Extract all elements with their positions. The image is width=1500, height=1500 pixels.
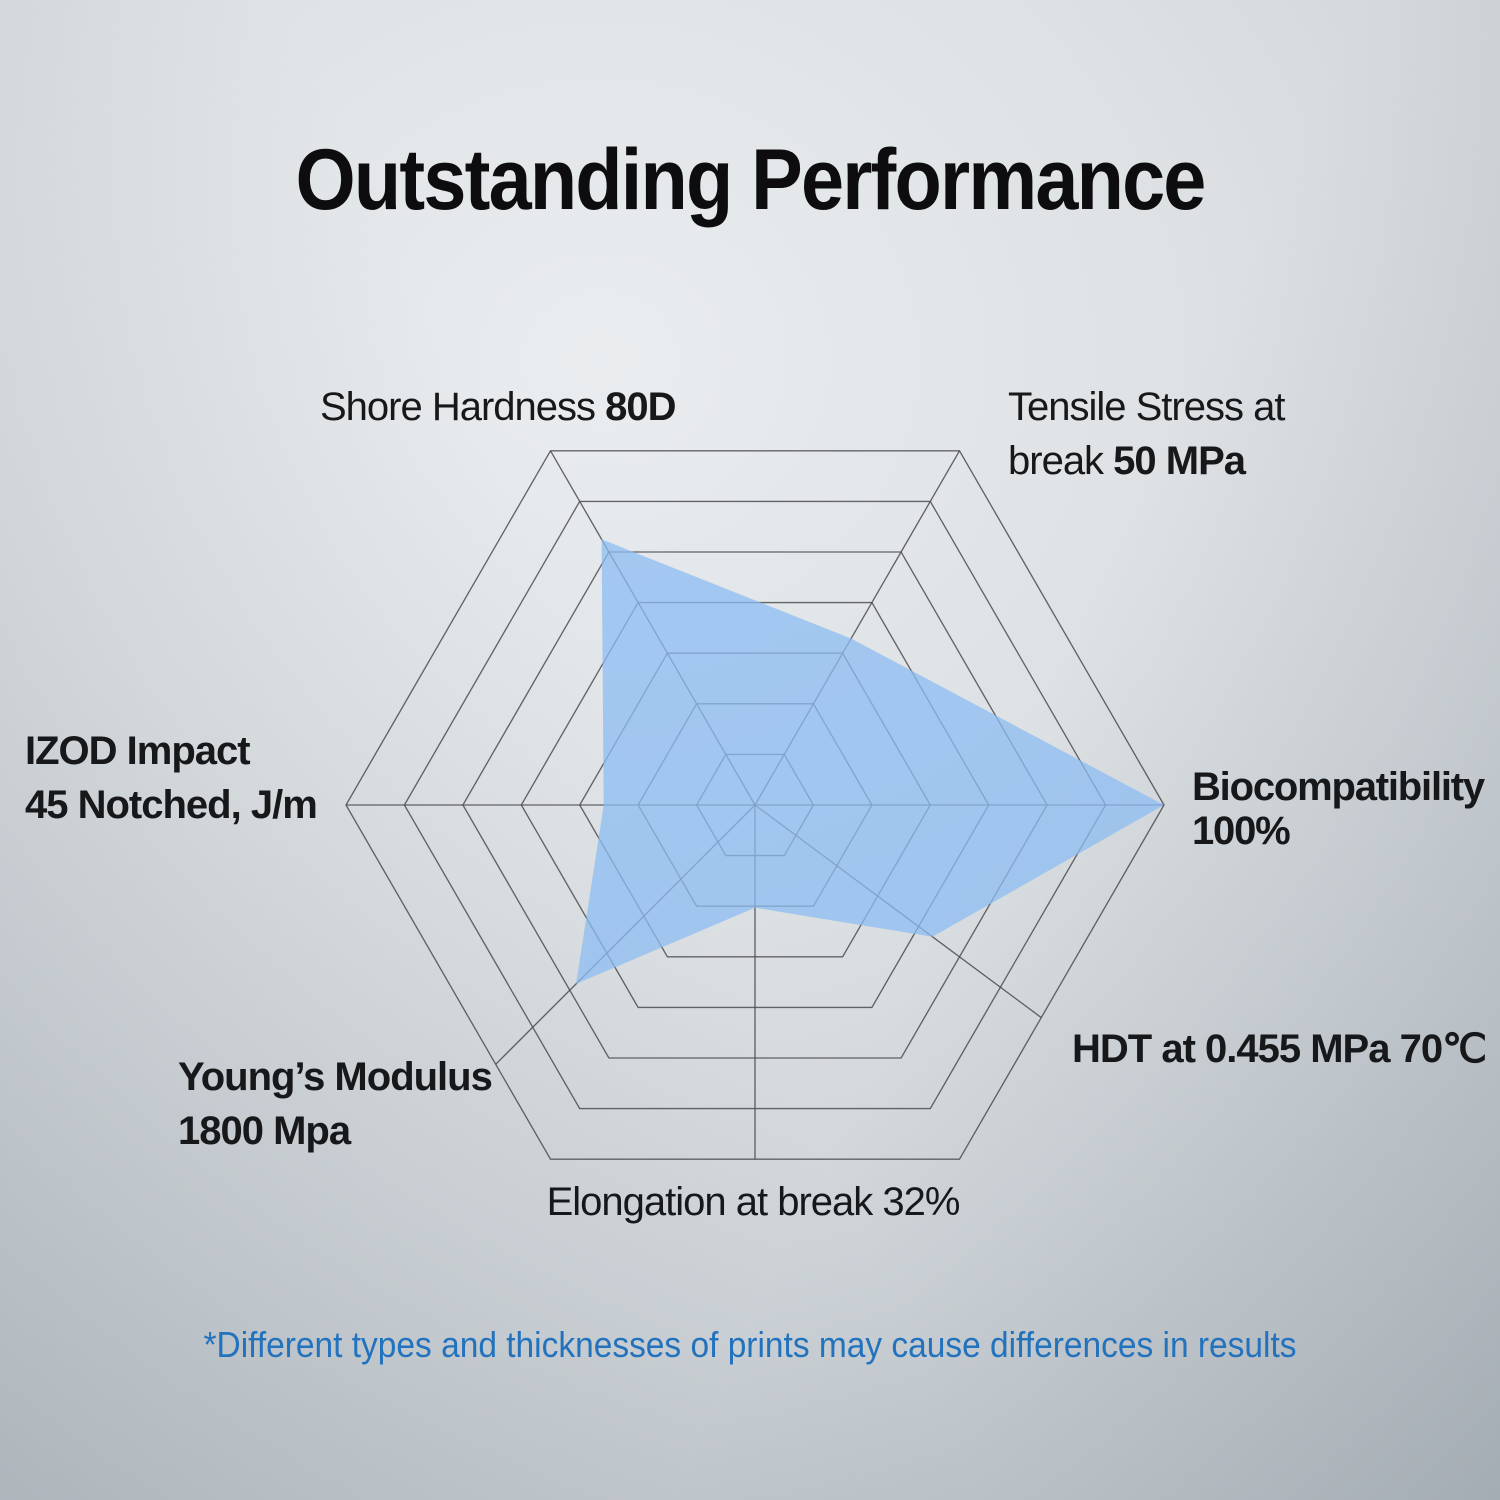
axis-label-value: 80D	[605, 385, 676, 429]
page-title-text: Outstanding Performance	[295, 132, 1206, 228]
axis-label-shore-hardness: Shore Hardness 80D	[320, 380, 677, 434]
axis-label-line1: Biocompatibility	[1192, 765, 1485, 809]
axis-label-elongation: Elongation at break 32%	[546, 1180, 961, 1224]
axis-label-text: Shore Hardness	[320, 385, 606, 429]
footnote: *Different types and thicknesses of prin…	[162, 1323, 1337, 1367]
axis-label-value: 50 MPa	[1113, 439, 1246, 483]
footnote-text: *Different types and thicknesses of prin…	[203, 1324, 1297, 1365]
axis-label-izod-impact: IZOD Impact 45 Notched, J/m	[25, 724, 318, 832]
axis-label-text: break	[1008, 439, 1114, 483]
axis-label-youngs-modulus: Young’s Modulus 1800 Mpa	[178, 1050, 493, 1158]
axis-label-value: 100%	[1192, 809, 1291, 853]
axis-label-hdt: HDT at 0.455 MPa 70℃	[1072, 1027, 1487, 1071]
axis-label-line1: Tensile Stress at	[1008, 385, 1285, 429]
axis-label-value: 1800 Mpa	[178, 1109, 351, 1153]
axis-label-line1: IZOD Impact	[25, 729, 251, 773]
page-title: Outstanding Performance	[0, 137, 1500, 223]
axis-label-value: 45 Notched, J/m	[25, 783, 318, 827]
axis-label-tensile-stress: Tensile Stress at break 50 MPa	[1008, 380, 1285, 488]
axis-label-line1: Young’s Modulus	[178, 1055, 493, 1099]
axis-label-biocompatibility: Biocompatibility 100%	[1192, 765, 1485, 853]
data-polygon	[576, 539, 1164, 984]
axis-label-line2: break 50 MPa	[1008, 434, 1284, 488]
